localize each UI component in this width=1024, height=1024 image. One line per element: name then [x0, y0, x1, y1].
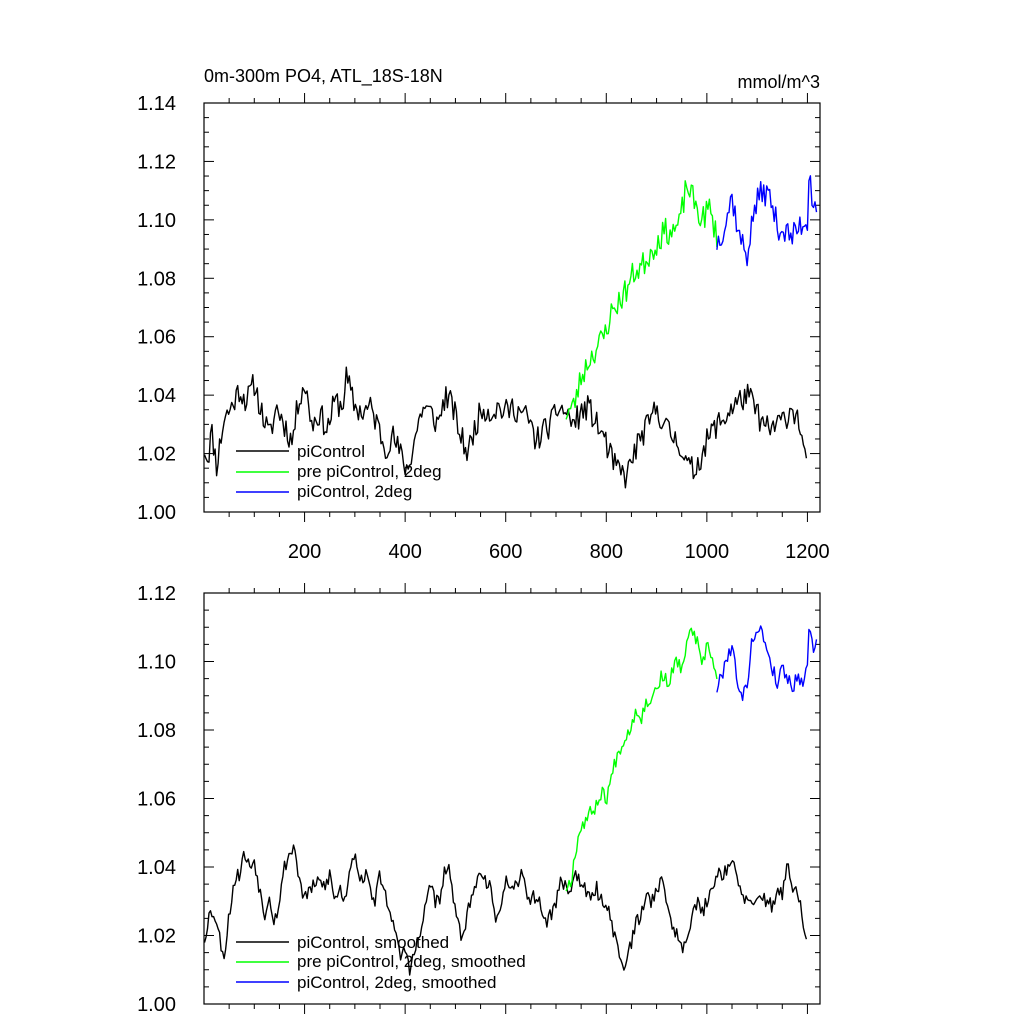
- y-tick-label: 1.14: [137, 93, 176, 115]
- x-tick-label: 600: [489, 541, 522, 563]
- legend-label-pre-picontrol: pre piControl, 2deg: [297, 462, 442, 481]
- y-tick-label: 1.10: [137, 652, 176, 674]
- top-chart-panel: 0m-300m PO4, ATL_18S-18N mmol/m^3 1.001.…: [137, 66, 830, 563]
- y-tick-label: 1.10: [137, 210, 176, 232]
- legend-label-picontrol-2deg-smoothed: piControl, 2deg, smoothed: [297, 973, 496, 992]
- y-tick-label: 1.00: [137, 502, 176, 524]
- top-y-tick-labels: 1.00 1.02 1.04 1.06 1.08 1.10 1.12 1.14: [137, 93, 176, 524]
- x-tick-label: 400: [388, 541, 421, 563]
- y-tick-label: 1.06: [137, 789, 176, 811]
- top-chart-units: mmol/m^3: [738, 72, 820, 92]
- x-tick-label: 1000: [685, 541, 730, 563]
- top-axis-ticks: [204, 93, 820, 522]
- x-tick-label: 800: [590, 541, 623, 563]
- legend-label-picontrol: piControl: [297, 442, 365, 461]
- legend-label-picontrol-2deg: piControl, 2deg: [297, 482, 412, 501]
- y-tick-label: 1.06: [137, 327, 176, 349]
- top-series-layer: [203, 175, 818, 489]
- x-tick-label: 200: [288, 541, 321, 563]
- y-tick-label: 1.08: [137, 268, 176, 290]
- series-line-0-0: [203, 366, 808, 489]
- y-tick-label: 1.04: [137, 385, 176, 407]
- y-tick-label: 1.08: [137, 720, 176, 742]
- y-tick-label: 1.12: [137, 583, 176, 605]
- top-x-tick-labels: 200 400 600 800 1000 1200: [288, 541, 830, 563]
- x-tick-label: 1200: [785, 541, 830, 563]
- series-line-1-1: [565, 627, 718, 892]
- top-legend: piControl pre piControl, 2deg piControl,…: [236, 442, 442, 501]
- bottom-legend: piControl, smoothed pre piControl, 2deg,…: [236, 933, 526, 992]
- bottom-chart-panel: 1.00 1.02 1.04 1.06 1.08 1.10 1.12 piControl, …: [137, 583, 821, 1016]
- series-line-0-1: [565, 180, 718, 420]
- legend-label-picontrol-smoothed: piControl, smoothed: [297, 933, 449, 952]
- y-tick-label: 1.04: [137, 857, 176, 879]
- legend-label-pre-picontrol-smoothed: pre piControl, 2deg, smoothed: [297, 952, 526, 971]
- bottom-y-tick-labels: 1.00 1.02 1.04 1.06 1.08 1.10 1.12: [137, 583, 176, 1016]
- y-tick-label: 1.00: [137, 994, 176, 1016]
- series-line-1-2: [716, 625, 818, 702]
- y-tick-label: 1.02: [137, 444, 176, 466]
- bottom-series-layer: [203, 625, 818, 976]
- y-tick-label: 1.02: [137, 926, 176, 948]
- top-chart-title: 0m-300m PO4, ATL_18S-18N: [204, 66, 443, 87]
- y-tick-label: 1.12: [137, 151, 176, 173]
- bottom-axis-ticks: [204, 583, 820, 1014]
- series-line-0-2: [716, 175, 818, 267]
- series-line-1-0: [203, 844, 808, 976]
